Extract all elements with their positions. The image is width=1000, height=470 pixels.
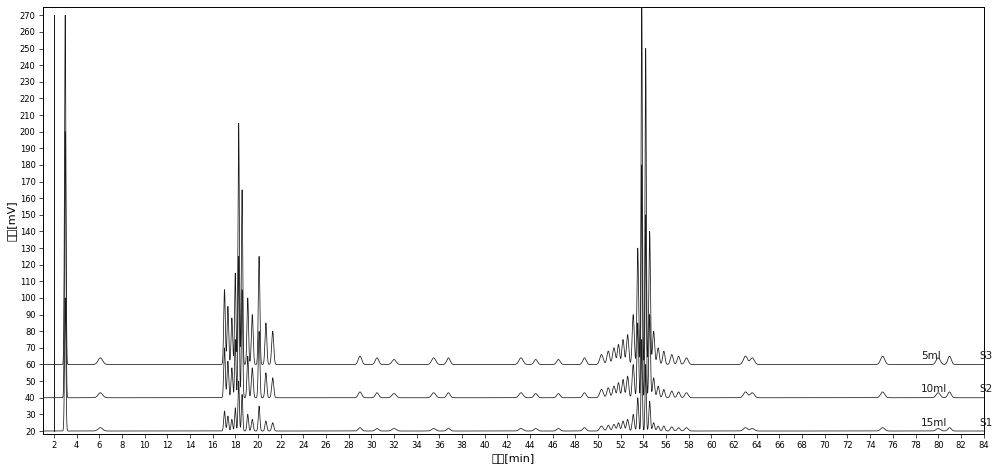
Text: S1: S1 [979, 418, 992, 428]
X-axis label: 时间[min]: 时间[min] [491, 453, 535, 463]
Text: 5ml: 5ml [921, 351, 941, 361]
Text: S3: S3 [979, 351, 992, 361]
Y-axis label: 信号[mV]: 信号[mV] [7, 200, 17, 241]
Text: 10ml: 10ml [921, 384, 947, 394]
Text: 15ml: 15ml [921, 418, 948, 428]
Text: S2: S2 [979, 384, 992, 394]
